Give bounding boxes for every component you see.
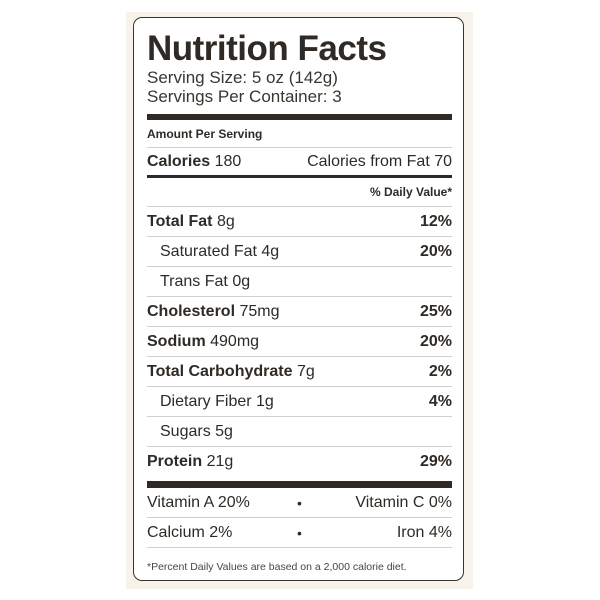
nutrient-amount: 490mg bbox=[210, 332, 260, 350]
nutrient-daily-value: 4% bbox=[428, 392, 452, 410]
nutrient-label: Saturated Fat bbox=[160, 242, 257, 260]
vitamin-right: Iron 4% bbox=[396, 523, 452, 541]
footnote: *Percent Daily Values are based on a 2,0… bbox=[147, 561, 407, 573]
nutrient-label: Sodium bbox=[147, 332, 206, 350]
nutrient-label: Cholesterol bbox=[147, 302, 236, 320]
bullet-separator: • bbox=[297, 494, 302, 511]
nutrient-amount: 7g bbox=[296, 362, 315, 380]
nutrient-daily-value: 25% bbox=[419, 302, 452, 320]
nutrient-daily-value: 20% bbox=[419, 242, 452, 260]
nutrient-row: Saturated Fat 4g 20% bbox=[147, 237, 452, 267]
vitamin-row: Calcium 2% • Iron 4% bbox=[147, 518, 452, 548]
nutrient-amount: 8g bbox=[216, 212, 235, 230]
nutrient-label: Trans Fat bbox=[160, 272, 228, 290]
amount-per-serving: Amount Per Serving bbox=[147, 126, 263, 141]
nutrient-label: Protein bbox=[147, 452, 203, 470]
vitamin-left: Calcium 2% bbox=[147, 523, 233, 541]
nutrient-amount: 21g bbox=[206, 452, 234, 470]
nutrient-daily-value: 12% bbox=[419, 212, 452, 230]
nutrient-amount: 4g bbox=[261, 242, 280, 260]
thick-divider bbox=[147, 481, 452, 488]
nutrient-daily-value: 20% bbox=[419, 332, 452, 350]
nutrient-row: Sodium 490mg 20% bbox=[147, 327, 452, 357]
label-title: Nutrition Facts bbox=[147, 29, 387, 68]
servings-per-container: Servings Per Container: 3 bbox=[147, 87, 342, 106]
nutrient-label: Total Fat bbox=[147, 212, 213, 230]
nutrient-label: Dietary Fiber bbox=[160, 392, 252, 410]
nutrient-amount: 1g bbox=[256, 392, 274, 410]
nutrient-amount: 5g bbox=[215, 422, 233, 440]
nutrient-row: Total Carbohydrate 7g 2% bbox=[147, 357, 452, 387]
nutrient-row: Dietary Fiber 1g 4% bbox=[147, 387, 452, 417]
nutrient-row: Protein 21g 29% bbox=[147, 447, 452, 476]
daily-value-header: % Daily Value* bbox=[369, 185, 452, 199]
vitamin-left: Vitamin A 20% bbox=[147, 493, 250, 511]
thick-divider bbox=[147, 114, 452, 120]
nutrient-row: Sugars 5g bbox=[147, 417, 452, 447]
nutrient-amount: 0g bbox=[232, 272, 251, 290]
serving-size: Serving Size: 5 oz (142g) bbox=[147, 68, 338, 87]
nutrient-row: Trans Fat 0g bbox=[147, 267, 452, 297]
calories-value: 180 bbox=[214, 152, 242, 170]
nutrient-row: Total Fat 8g 12% bbox=[147, 207, 452, 237]
nutrient-row: Cholesterol 75mg 25% bbox=[147, 297, 452, 327]
calories-label: Calories bbox=[147, 152, 211, 170]
nutrient-daily-value: 2% bbox=[428, 362, 452, 380]
nutrient-label: Sugars bbox=[160, 422, 211, 440]
nutrient-amount: 75mg bbox=[239, 302, 280, 320]
daily-value-header-row: % Daily Value* bbox=[147, 178, 452, 207]
amount-per-serving-row: Amount Per Serving bbox=[147, 120, 452, 148]
bullet-separator: • bbox=[297, 524, 302, 541]
calories-row: Calories 180 Calories from Fat 70 bbox=[147, 148, 452, 178]
calories-from-fat: Calories from Fat 70 bbox=[307, 152, 452, 170]
nutrient-daily-value: 29% bbox=[419, 452, 452, 470]
vitamin-row: Vitamin A 20% • Vitamin C 0% bbox=[147, 488, 452, 518]
vitamin-right: Vitamin C 0% bbox=[355, 493, 452, 511]
nutrient-label: Total Carbohydrate bbox=[147, 362, 293, 380]
